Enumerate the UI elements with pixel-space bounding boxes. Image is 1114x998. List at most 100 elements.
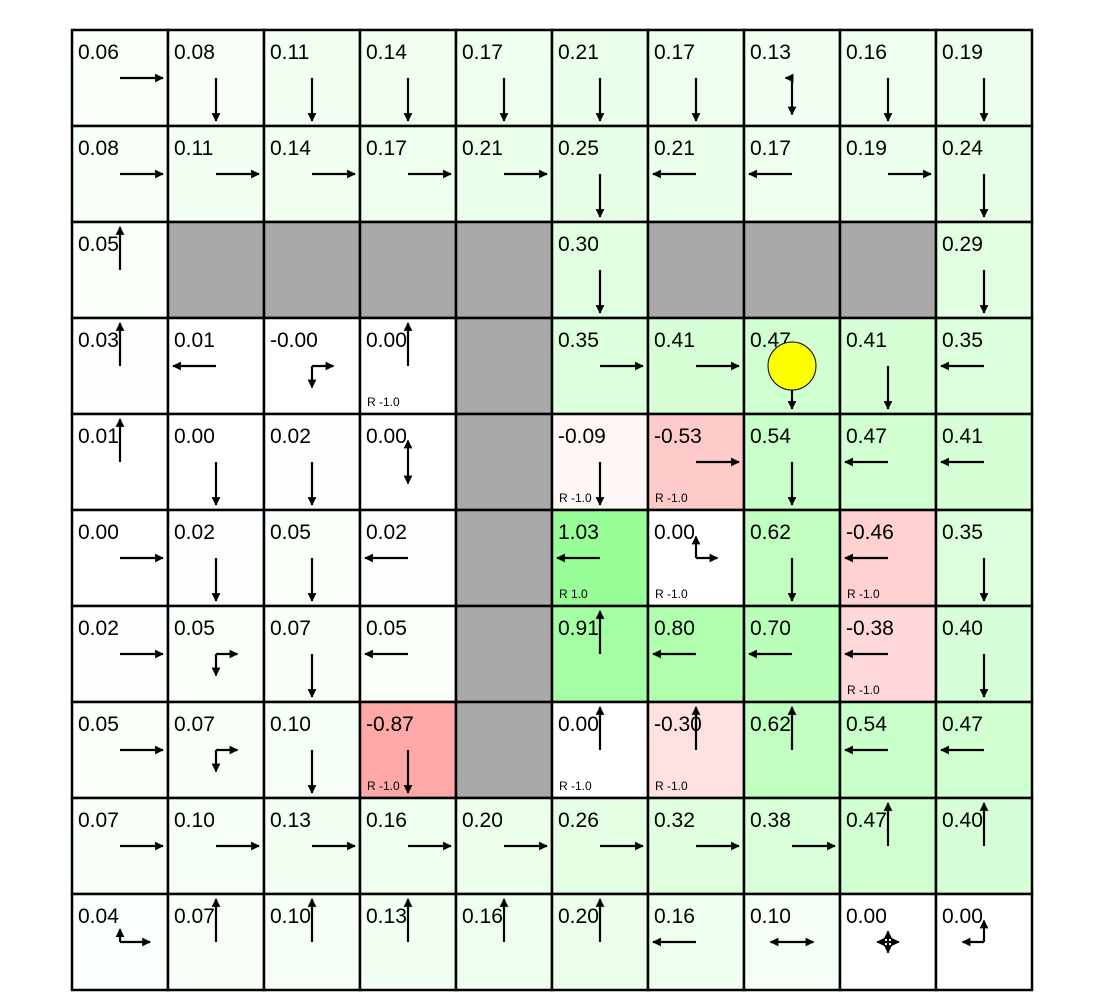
grid-cell[interactable]: 0.26 (550, 796, 650, 896)
grid-cell[interactable]: 0.10 (166, 796, 266, 896)
grid-cell[interactable]: 0.01 (70, 412, 170, 512)
grid-cell[interactable]: 0.00 (70, 508, 170, 608)
grid-cell[interactable]: -0.30 R -1.0 (646, 700, 746, 800)
wall-cell[interactable] (838, 220, 938, 320)
grid-cell[interactable]: 0.16 (838, 28, 938, 128)
grid-cell[interactable]: 0.41 (646, 316, 746, 416)
grid-cell[interactable]: 0.00 (934, 892, 1034, 992)
grid-cell[interactable]: 0.07 (70, 796, 170, 896)
grid-cell[interactable]: 0.41 (934, 412, 1034, 512)
grid-cell[interactable]: 0.38 (742, 796, 842, 896)
grid-cell[interactable]: 0.21 (454, 124, 554, 224)
grid-cell[interactable]: -0.46 R -1.0 (838, 508, 938, 608)
wall-cell[interactable] (358, 220, 458, 320)
wall-cell[interactable] (454, 508, 554, 608)
grid-cell[interactable]: 0.00 R -1.0 (550, 700, 650, 800)
grid-cell[interactable]: 0.02 (358, 508, 458, 608)
grid-cell[interactable]: 0.05 (70, 220, 170, 320)
grid-cell[interactable]: 0.11 (262, 28, 362, 128)
grid-cell[interactable]: 0.80 (646, 604, 746, 704)
grid-cell[interactable]: 0.47 (838, 796, 938, 896)
grid-cell[interactable]: 0.05 (166, 604, 266, 704)
grid-cell[interactable]: 0.20 (454, 796, 554, 896)
grid-cell[interactable]: 0.05 (358, 604, 458, 704)
grid-cell[interactable]: 0.40 (934, 796, 1034, 896)
grid-cell[interactable]: 0.21 (646, 124, 746, 224)
grid-cell[interactable]: 0.35 (934, 508, 1034, 608)
grid-cell[interactable]: 0.01 (166, 316, 266, 416)
grid-cell[interactable]: 0.70 (742, 604, 842, 704)
grid-cell[interactable]: 0.17 (358, 124, 458, 224)
grid-cell[interactable]: 0.00 (838, 892, 938, 992)
grid-cell[interactable]: 0.16 (454, 892, 554, 992)
grid-cell[interactable]: 0.00 R -1.0 (646, 508, 746, 608)
grid-cell[interactable]: 0.02 (166, 508, 266, 608)
wall-cell[interactable] (262, 220, 362, 320)
grid-cell[interactable]: 0.91 (550, 604, 650, 704)
grid-cell[interactable]: 0.02 (70, 604, 170, 704)
grid-cell[interactable]: 0.13 (358, 892, 458, 992)
wall-cell[interactable] (742, 220, 842, 320)
wall-cell[interactable] (454, 316, 554, 416)
grid-cell[interactable]: 0.11 (166, 124, 266, 224)
grid-cell[interactable]: 0.00 (358, 412, 458, 512)
grid-cell[interactable]: -0.53 R -1.0 (646, 412, 746, 512)
wall-cell[interactable] (454, 700, 554, 800)
grid-cell[interactable]: 0.17 (454, 28, 554, 128)
grid-cell[interactable]: 0.10 (742, 892, 842, 992)
grid-cell[interactable]: 0.06 (70, 28, 170, 128)
grid-cell[interactable]: 0.02 (262, 412, 362, 512)
grid-cell[interactable]: 0.30 (550, 220, 650, 320)
grid-cell[interactable]: -0.38 R -1.0 (838, 604, 938, 704)
grid-cell[interactable]: 0.17 (742, 124, 842, 224)
grid-cell[interactable]: 0.04 (70, 892, 170, 992)
grid-cell[interactable]: 0.41 (838, 316, 938, 416)
grid-cell[interactable]: 0.07 (166, 700, 266, 800)
grid-cell[interactable]: 0.24 (934, 124, 1034, 224)
grid-cell[interactable]: 1.03 R 1.0 (550, 508, 650, 608)
grid-cell[interactable]: 0.54 (742, 412, 842, 512)
grid-cell[interactable]: 0.47 (934, 700, 1034, 800)
grid-cell[interactable]: 0.25 (550, 124, 650, 224)
wall-cell[interactable] (454, 604, 554, 704)
wall-cell[interactable] (454, 220, 554, 320)
grid-cell[interactable]: 0.03 (70, 316, 170, 416)
grid-cell[interactable]: 0.08 (70, 124, 170, 224)
grid-cell[interactable]: 0.40 (934, 604, 1034, 704)
wall-cell[interactable] (166, 220, 266, 320)
grid-cell[interactable]: 0.05 (70, 700, 170, 800)
grid-cell[interactable]: 0.19 (838, 124, 938, 224)
grid-cell[interactable]: 0.20 (550, 892, 650, 992)
grid-cell[interactable]: 0.14 (262, 124, 362, 224)
grid-cell[interactable]: 0.13 (262, 796, 362, 896)
grid-cell[interactable]: 0.10 (262, 892, 362, 992)
grid-cell[interactable]: 0.32 (646, 796, 746, 896)
grid-cell[interactable]: 0.07 (166, 892, 266, 992)
grid-cell[interactable]: 0.10 (262, 700, 362, 800)
grid-cell[interactable]: 0.16 (358, 796, 458, 896)
grid-cell[interactable]: 0.62 (742, 508, 842, 608)
grid-cell[interactable]: 0.35 (934, 316, 1034, 416)
grid-cell[interactable]: 0.05 (262, 508, 362, 608)
wall-cell[interactable] (646, 220, 746, 320)
grid-cell[interactable]: 0.47 (838, 412, 938, 512)
grid-cell[interactable]: 0.29 (934, 220, 1034, 320)
grid-cell[interactable]: 0.00 (166, 412, 266, 512)
grid-cell[interactable]: 0.35 (550, 316, 650, 416)
grid-cell[interactable]: 0.19 (934, 28, 1034, 128)
grid-cell[interactable]: 0.08 (166, 28, 266, 128)
grid-cell[interactable]: 0.16 (646, 892, 746, 992)
grid-cell[interactable]: -0.00 (262, 316, 362, 416)
grid-cell[interactable]: 0.17 (646, 28, 746, 128)
grid-cell[interactable]: 0.14 (358, 28, 458, 128)
state-value: -0.30 (654, 713, 702, 736)
grid-cell[interactable]: 0.21 (550, 28, 650, 128)
grid-cell[interactable]: -0.09 R -1.0 (550, 412, 650, 512)
grid-cell[interactable]: 0.07 (262, 604, 362, 704)
grid-cell[interactable]: 0.54 (838, 700, 938, 800)
grid-cell[interactable]: 0.00 R -1.0 (358, 316, 458, 416)
grid-cell[interactable]: -0.87 R -1.0 (358, 700, 458, 800)
grid-cell[interactable]: 0.13 (742, 28, 842, 128)
grid-cell[interactable]: 0.62 (742, 700, 842, 800)
wall-cell[interactable] (454, 412, 554, 512)
